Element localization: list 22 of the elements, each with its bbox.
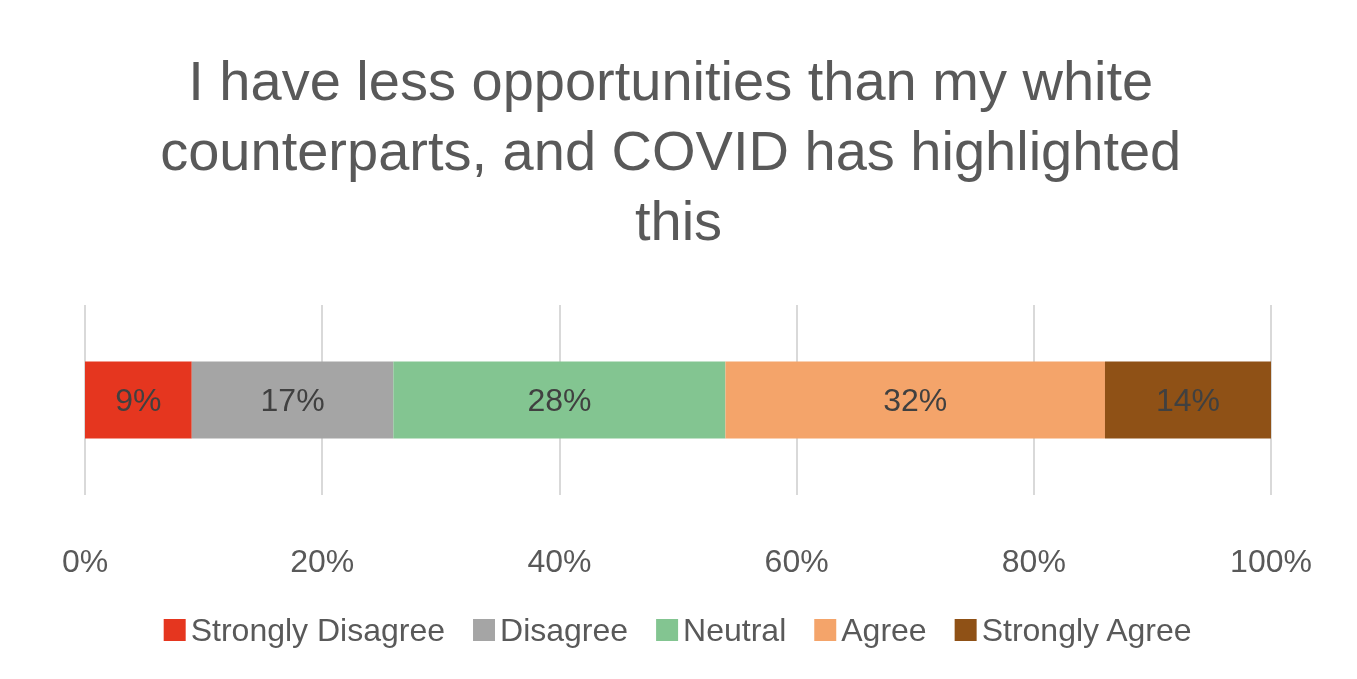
bar [191, 361, 394, 439]
x-tick-label: 60% [764, 543, 829, 579]
data-label: 9% [115, 382, 162, 418]
legend-label: Neutral [683, 612, 787, 648]
data-label: 17% [260, 382, 325, 418]
x-tick-label: 40% [527, 543, 592, 579]
x-tick-label: 0% [61, 543, 109, 579]
legend-label: Strongly Disagree [190, 612, 446, 648]
data-label: 14% [1155, 382, 1220, 418]
bar [85, 361, 192, 439]
x-tick-label: 80% [1001, 543, 1066, 579]
chart-title: I have less opportunities than my white counterparts, and COVID has highlighted this [160, 48, 1197, 252]
x-tick-label: 100% [1230, 543, 1312, 579]
bar [1104, 361, 1271, 439]
legend-label: Agree [841, 612, 927, 648]
legend-label: Disagree [500, 612, 629, 648]
x-tick-label: 20% [290, 543, 355, 579]
bar [393, 361, 726, 439]
bar [725, 361, 1105, 439]
legend-label: Strongly Agree [981, 612, 1192, 648]
data-label: 28% [527, 382, 592, 418]
data-label: 32% [883, 382, 948, 418]
